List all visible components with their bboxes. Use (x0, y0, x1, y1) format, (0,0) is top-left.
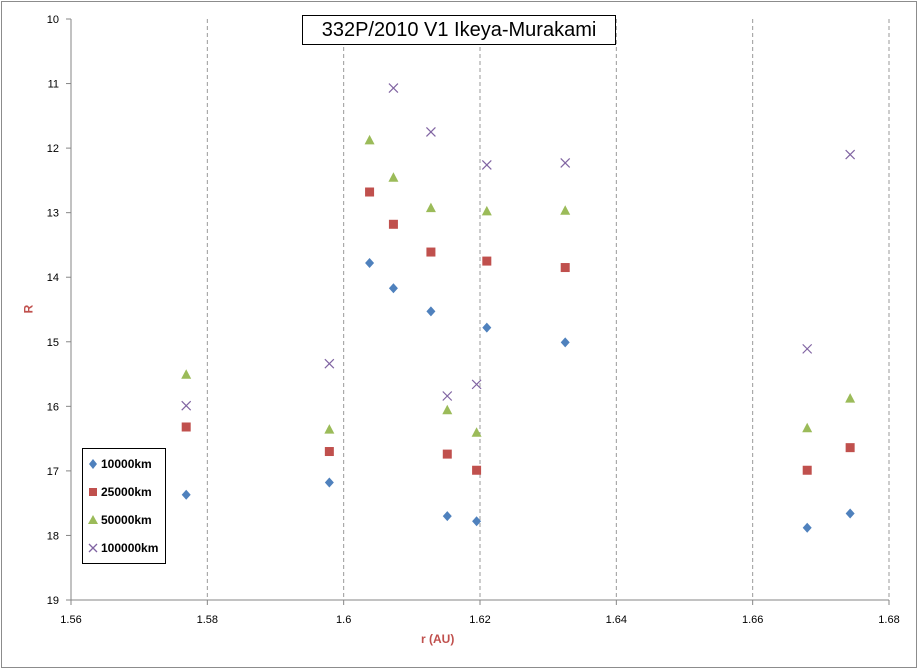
y-tick-label: 16 (47, 401, 59, 413)
data-point-10000km (365, 258, 375, 269)
data-point-50000km (388, 172, 399, 182)
square-marker-icon (89, 488, 97, 496)
data-point-25000km (472, 465, 482, 475)
data-point-50000km (560, 205, 571, 215)
data-point-10000km (560, 337, 570, 348)
grid-lines (206, 19, 890, 600)
data-point-10000km (181, 489, 191, 500)
data-point-25000km (560, 263, 570, 273)
legend: 10000km 25000km 50000km 100000km (82, 448, 166, 564)
axes (66, 18, 890, 605)
diamond-marker-icon (89, 459, 97, 469)
data-point-50000km (364, 134, 375, 145)
y-tick-label: 12 (47, 143, 59, 155)
triangle-marker-icon (88, 515, 98, 524)
data-point-25000km (181, 422, 191, 432)
data-point-25000km (845, 443, 855, 453)
x-tick-label: 1.58 (197, 614, 218, 626)
data-point-10000km (324, 477, 334, 488)
y-tick-label: 15 (47, 337, 59, 349)
tick-labels: 1.56 1.58 1.6 1.62 1.64 1.66 1.68 10 11 12 13 14 15 1… (47, 14, 900, 626)
data-point-50000km (802, 422, 813, 433)
data-point-25000km (365, 187, 375, 197)
legend-item-50000km: 50000km (87, 510, 152, 530)
data-point-50000km (481, 205, 492, 216)
data-point-10000km (482, 322, 492, 333)
data-point-100000km (442, 391, 453, 401)
x-tick-label: 1.6 (336, 614, 351, 626)
legend-item-100000km: 100000km (87, 538, 158, 558)
data-point-25000km (802, 465, 812, 475)
x-tick-label: 1.56 (60, 614, 81, 626)
data-point-10000km (388, 283, 398, 294)
data-point-25000km (426, 247, 436, 257)
data-point-50000km (845, 393, 856, 403)
y-tick-label: 11 (48, 79, 59, 91)
data-point-50000km (181, 369, 192, 379)
data-point-100000km (181, 400, 192, 411)
x-marker-icon (88, 543, 98, 553)
data-point-50000km (442, 404, 453, 415)
data-point-10000km (472, 516, 482, 527)
y-tick-label: 14 (47, 272, 59, 284)
data-point-100000km (471, 379, 482, 390)
data-point-100000km (845, 149, 856, 160)
x-axis-title: r (AU) (421, 632, 455, 646)
data-point-100000km (388, 83, 399, 93)
y-axis-title: R (21, 304, 36, 314)
y-tick-label: 17 (47, 466, 59, 478)
data-point-25000km (324, 447, 334, 457)
data-point-10000km (426, 306, 436, 317)
data-point-50000km (425, 202, 436, 213)
legend-label: 25000km (101, 485, 152, 499)
data-point-100000km (425, 127, 436, 137)
legend-label: 50000km (101, 513, 152, 527)
data-point-100000km (481, 159, 492, 170)
y-tick-label: 19 (47, 595, 59, 607)
data-point-100000km (560, 158, 571, 168)
data-point-10000km (845, 508, 855, 519)
y-tick-label: 10 (47, 14, 59, 26)
data-points (181, 83, 856, 533)
x-tick-label: 1.66 (742, 614, 763, 626)
y-tick-label: 13 (47, 208, 59, 220)
data-point-25000km (442, 449, 452, 459)
y-tick-label: 18 (47, 530, 59, 542)
data-point-100000km (802, 343, 813, 354)
data-point-100000km (324, 358, 335, 369)
legend-item-10000km: 10000km (87, 454, 152, 474)
series-100000km (181, 83, 856, 411)
x-tick-label: 1.68 (878, 614, 899, 626)
data-point-25000km (482, 256, 492, 266)
data-point-50000km (471, 427, 482, 437)
data-point-25000km (388, 219, 398, 229)
legend-label: 10000km (101, 457, 152, 471)
x-tick-label: 1.62 (469, 614, 490, 626)
legend-item-25000km: 25000km (87, 482, 152, 502)
data-point-50000km (324, 424, 335, 434)
data-point-10000km (442, 511, 452, 522)
legend-label: 100000km (101, 541, 159, 555)
series-50000km (181, 134, 856, 437)
x-tick-label: 1.64 (606, 614, 627, 626)
series-10000km (181, 258, 855, 533)
chart-title: 332P/2010 V1 Ikeya-Murakami (302, 15, 616, 45)
series-25000km (181, 187, 855, 475)
data-point-10000km (802, 522, 812, 533)
